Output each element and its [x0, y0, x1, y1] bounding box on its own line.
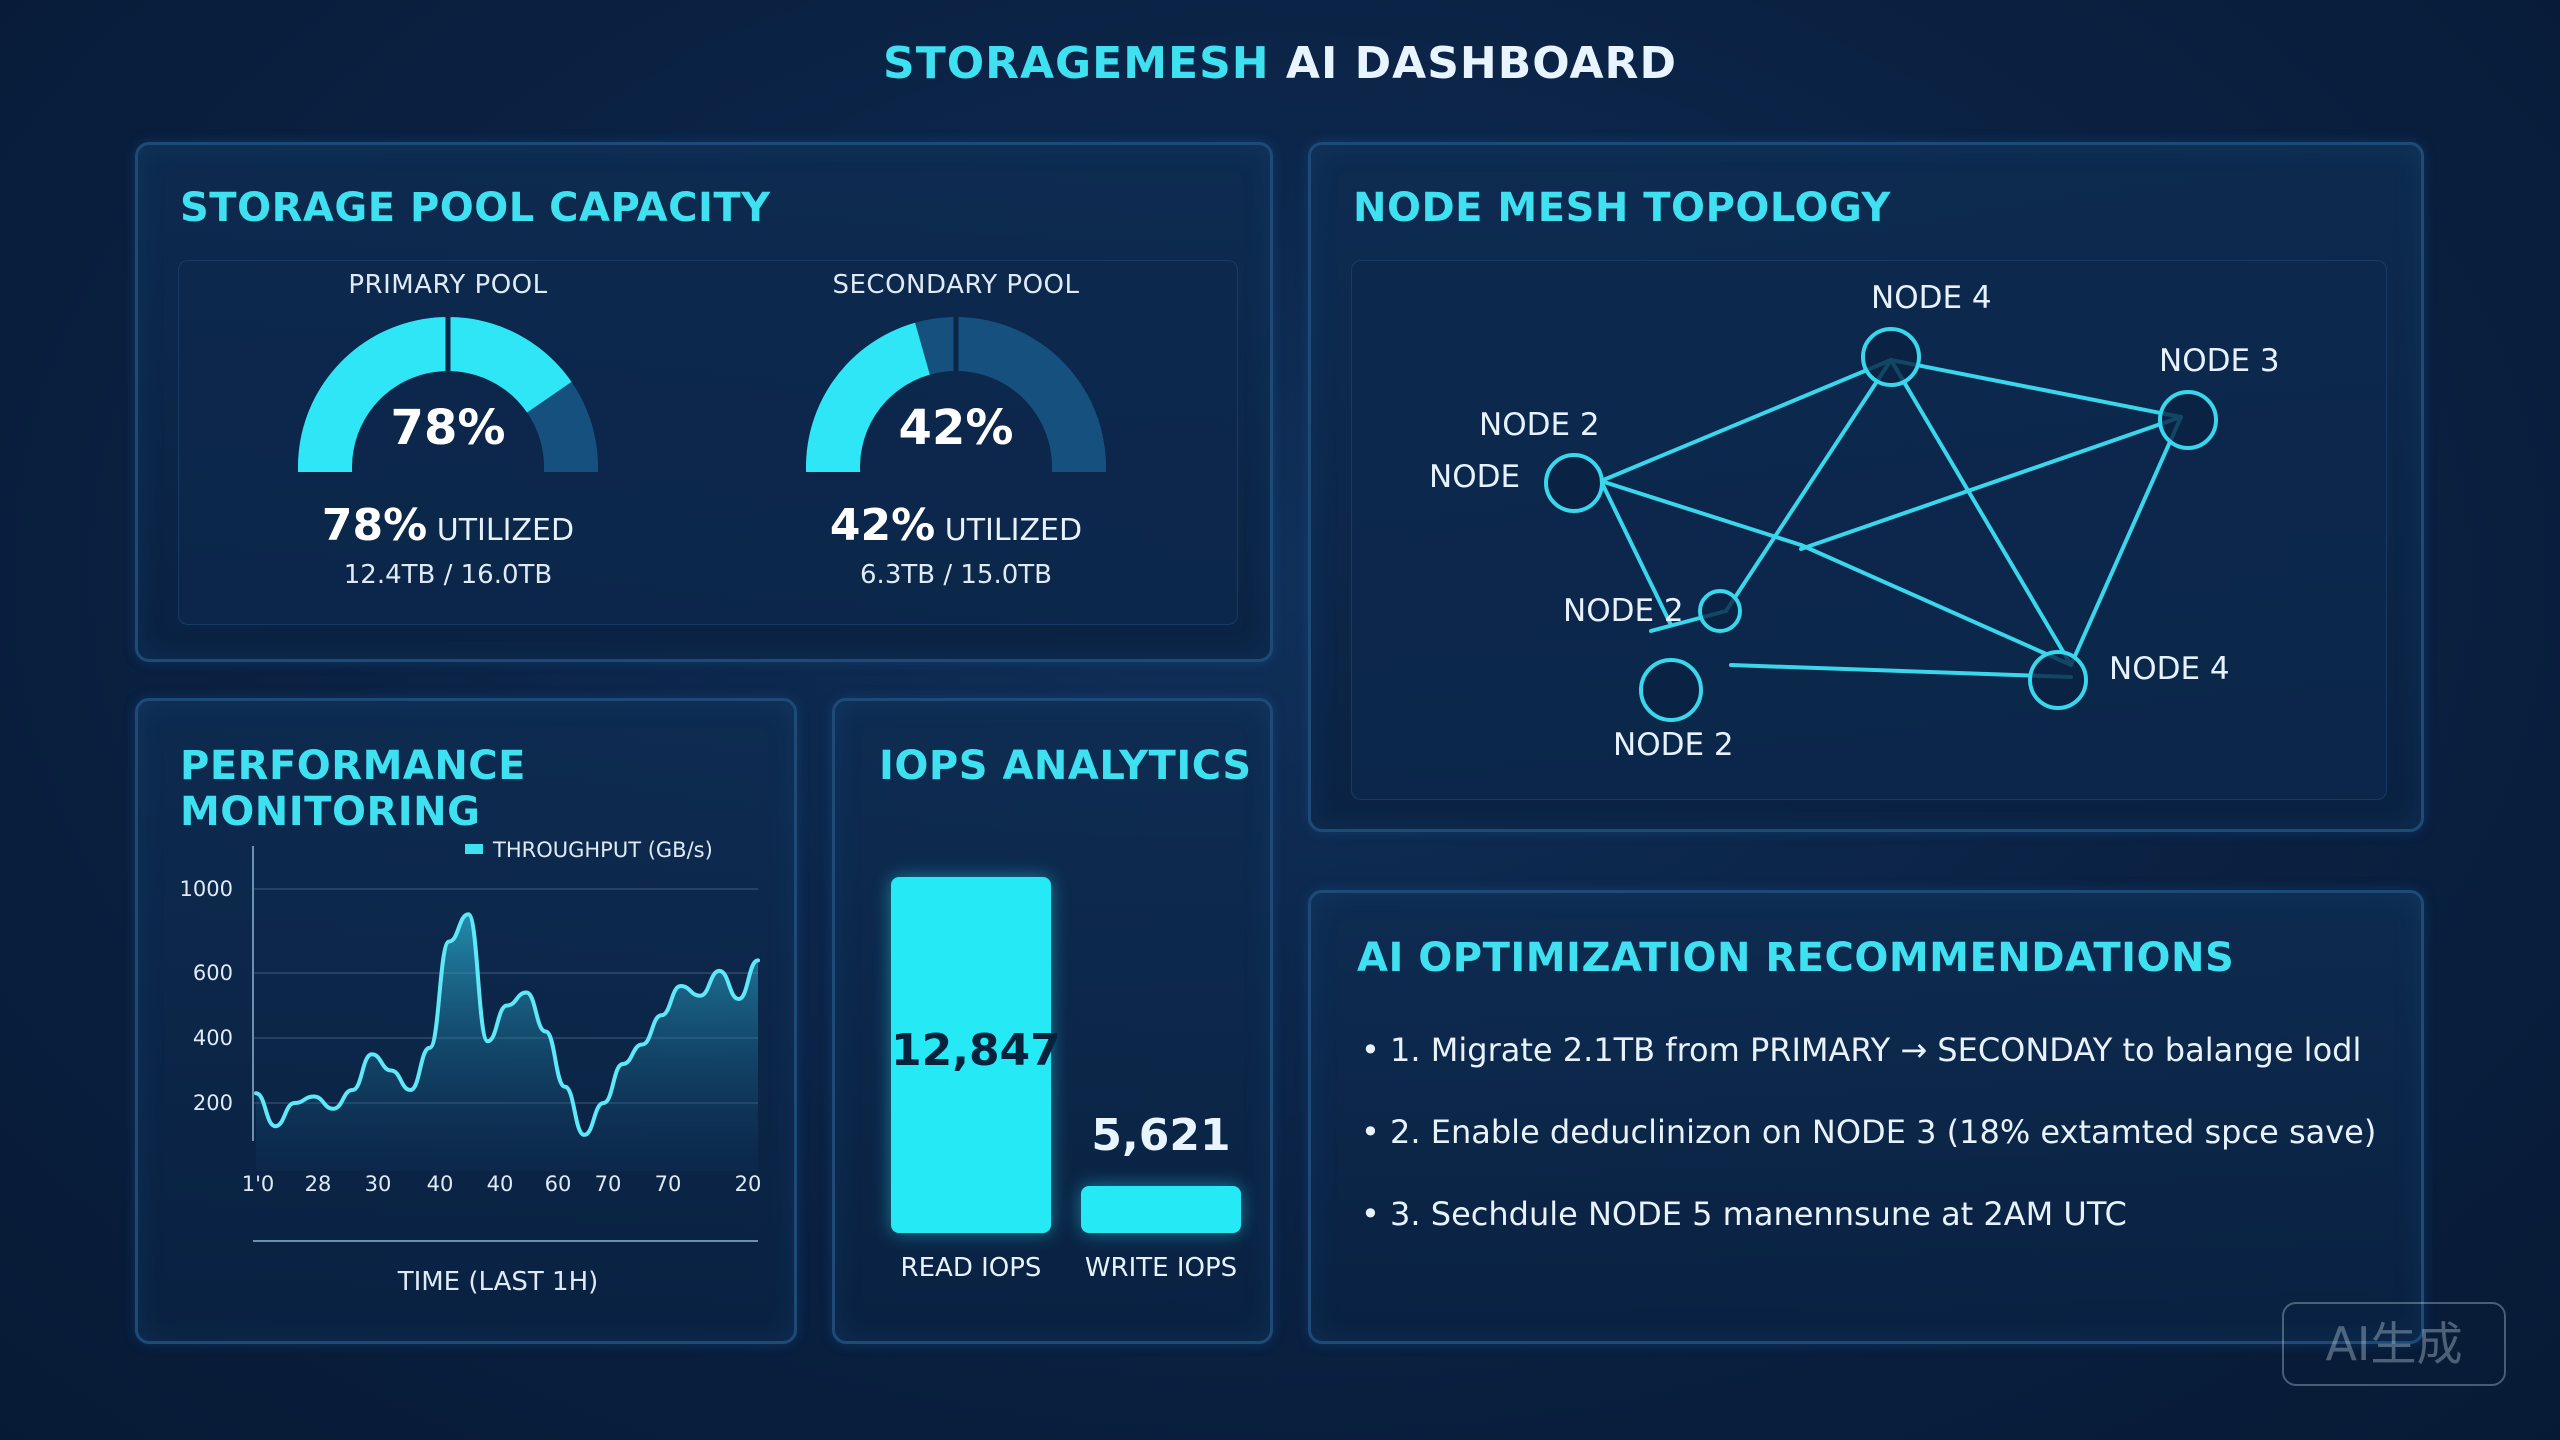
- node-label: NODE 2: [1613, 727, 1734, 763]
- iops-title: IOPS ANALYTICS: [879, 743, 1252, 789]
- y-tick-label: 400: [193, 1026, 233, 1050]
- topology-graph: [1544, 327, 2218, 722]
- x-tick-label: 60: [545, 1172, 572, 1196]
- legend-label: THROUGHPUT (GB/s): [492, 838, 713, 862]
- edge: [1799, 543, 2073, 667]
- edge: [1889, 358, 2073, 667]
- primary-pool-capacity: 12.4TB / 16.0TB: [343, 560, 553, 590]
- read-iops-label: READ IOPS: [900, 1253, 1042, 1283]
- primary-pool-gauge: [298, 317, 598, 472]
- recommendations-panel: AI OPTIMIZATION RECOMMENDATIONS • 1. Mig…: [1308, 890, 2424, 1344]
- x-tick-label: 1'0: [242, 1172, 275, 1196]
- node-label: NODE: [1429, 459, 1521, 495]
- x-tick-label: 70: [595, 1172, 622, 1196]
- recommendations-title: AI OPTIMIZATION RECOMMENDATIONS: [1357, 935, 2235, 981]
- y-tick-label: 600: [193, 961, 233, 985]
- write-iops-bar: [1081, 1186, 1241, 1233]
- write-iops-value: 5,621: [1091, 1110, 1231, 1161]
- x-axis-label: TIME (LAST 1H): [397, 1267, 599, 1297]
- edge: [1729, 663, 2073, 679]
- throughput-line: [254, 912, 760, 1137]
- primary-pool-label: PRIMARY POOL: [348, 270, 548, 300]
- node-circle: [1639, 658, 1703, 722]
- secondary-pool: SECONDARY POOL 42% 42% UTILIZED 6.3TB / …: [746, 270, 1166, 590]
- secondary-pool-gauge-percent: 42%: [898, 400, 1014, 456]
- node-circle: [1861, 327, 1921, 387]
- node-circle: [2028, 650, 2088, 710]
- read-iops-bar: [891, 877, 1051, 1233]
- node-label: NODE 4: [1871, 280, 1992, 316]
- node-label: NODE 4: [2109, 651, 2230, 687]
- throughput-area: [256, 914, 758, 1171]
- throughput-chart: 200 400 600 1000 1'0 28 30 40 40 60 70 70 20 THROUG…: [180, 838, 762, 1297]
- node-label: NODE 2: [1563, 593, 1684, 629]
- legend-swatch: [465, 844, 483, 854]
- iops-panel: IOPS ANALYTICS 12,847 5,621 READ IOPS WR…: [832, 698, 1273, 1344]
- edge: [1599, 358, 1893, 483]
- edge: [1889, 358, 2183, 419]
- node-label: NODE 2: [1479, 407, 1600, 443]
- edge: [1599, 479, 1673, 627]
- x-tick-label: 20: [735, 1172, 762, 1196]
- recommendation-item: • 1. Migrate 2.1TB from PRIMARY → SECOND…: [1361, 1031, 2362, 1069]
- write-iops-label: WRITE IOPS: [1084, 1253, 1238, 1283]
- gauge-fill: [298, 317, 572, 472]
- storage-capacity-panel: STORAGE POOL CAPACITY PRIMARY POOL 78% 7…: [135, 142, 1273, 662]
- dashboard-title: STORAGEMESH AI DASHBOARD: [883, 38, 1677, 89]
- primary-pool-utilized: 78% UTILIZED: [321, 500, 575, 551]
- secondary-pool-gauge: [806, 317, 1106, 472]
- node-circle: [2158, 390, 2218, 450]
- x-tick-label: 28: [305, 1172, 332, 1196]
- ai-generated-watermark: AI生成: [2282, 1302, 2506, 1386]
- edge: [2069, 415, 2183, 667]
- gauge-fill: [806, 322, 930, 472]
- primary-pool-gauge-percent: 78%: [390, 400, 506, 456]
- recommendation-item: • 3. Sechdule NODE 5 manennsune at 2AM U…: [1361, 1195, 2127, 1233]
- node-topology-panel: NODE MESH TOPOLOGY NODE 4 NODE 3 NODE 2 …: [1308, 142, 2424, 832]
- node-topology-title: NODE MESH TOPOLOGY: [1353, 185, 1891, 231]
- storage-capacity-title: STORAGE POOL CAPACITY: [180, 185, 771, 231]
- secondary-pool-label: SECONDARY POOL: [832, 270, 1080, 300]
- x-tick-label: 30: [365, 1172, 392, 1196]
- x-tick-label: 40: [427, 1172, 454, 1196]
- secondary-pool-capacity: 6.3TB / 15.0TB: [860, 560, 1052, 590]
- x-tick-label: 40: [487, 1172, 514, 1196]
- edge: [1599, 479, 1803, 547]
- performance-title: PERFORMANCE MONITORING: [180, 743, 526, 835]
- read-iops-value: 12,847: [891, 1025, 1061, 1076]
- edge: [1799, 415, 2183, 551]
- y-tick-label: 1000: [180, 877, 233, 901]
- edge: [1724, 358, 1893, 613]
- recommendation-item: • 2. Enable deduclinizon on NODE 3 (18% …: [1361, 1113, 2377, 1151]
- node-label: NODE 3: [2159, 343, 2280, 379]
- x-tick-label: 70: [655, 1172, 682, 1196]
- node-circle: [1698, 589, 1742, 633]
- node-circle: [1544, 453, 1604, 513]
- secondary-pool-utilized: 42% UTILIZED: [829, 500, 1083, 551]
- primary-pool: PRIMARY POOL 78% 78% UTILIZED 12.4TB / 1…: [238, 270, 658, 590]
- performance-panel: PERFORMANCE MONITORING 200 400 600 1000 1'0…: [135, 698, 797, 1344]
- y-tick-label: 200: [193, 1091, 233, 1115]
